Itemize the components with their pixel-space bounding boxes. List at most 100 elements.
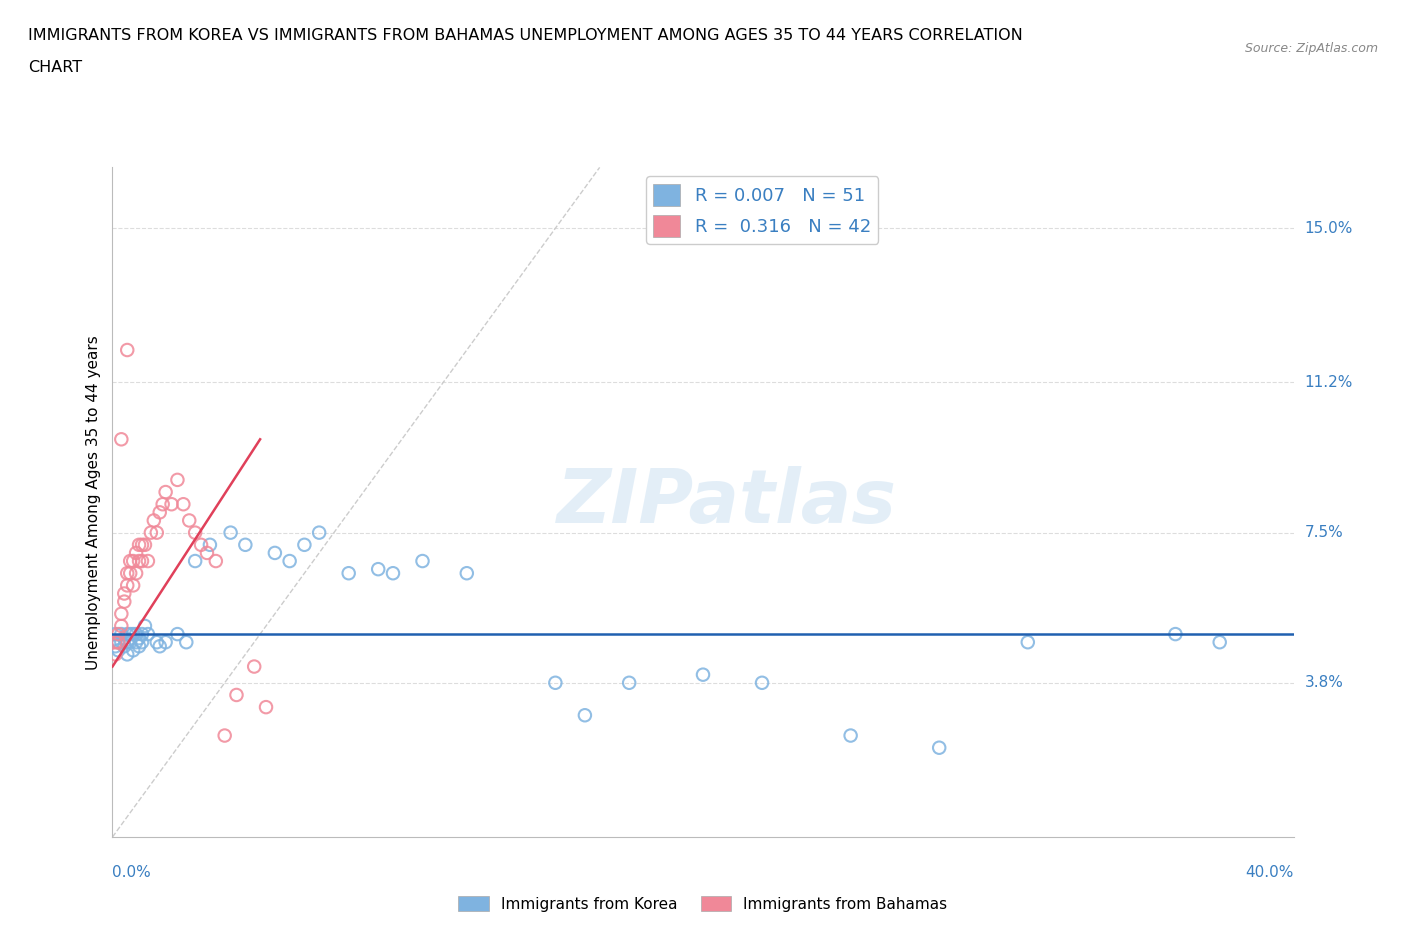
Point: [152, 497, 174, 512]
Point: [367, 562, 389, 577]
Point: [131, 635, 153, 650]
Point: [107, 643, 129, 658]
Point: [337, 565, 360, 580]
Point: [120, 553, 142, 568]
Point: [254, 699, 277, 714]
Point: [544, 675, 567, 690]
Point: [112, 594, 135, 609]
Point: [128, 538, 150, 552]
Point: [195, 546, 218, 561]
Point: [219, 525, 242, 540]
Point: [107, 635, 129, 650]
Point: [136, 627, 159, 642]
Text: IMMIGRANTS FROM KOREA VS IMMIGRANTS FROM BAHAMAS UNEMPLOYMENT AMONG AGES 35 TO 4: IMMIGRANTS FROM KOREA VS IMMIGRANTS FROM…: [28, 28, 1024, 43]
Point: [125, 546, 148, 561]
Point: [166, 472, 188, 487]
Point: [110, 627, 132, 642]
Point: [1208, 635, 1232, 650]
Point: [125, 627, 148, 642]
Point: [107, 635, 129, 650]
Point: [110, 635, 132, 650]
Point: [104, 639, 127, 654]
Point: [136, 553, 159, 568]
Text: 7.5%: 7.5%: [1305, 525, 1343, 540]
Point: [160, 497, 183, 512]
Point: [142, 513, 165, 528]
Point: [190, 538, 212, 552]
Point: [751, 675, 773, 690]
Point: [619, 675, 641, 690]
Point: [112, 586, 135, 601]
Point: [104, 647, 127, 662]
Point: [122, 553, 145, 568]
Point: [120, 627, 142, 642]
Point: [214, 728, 236, 743]
Point: [139, 525, 162, 540]
Point: [574, 708, 596, 723]
Point: [120, 635, 142, 650]
Point: [125, 565, 148, 580]
Point: [112, 639, 135, 654]
Point: [149, 639, 172, 654]
Point: [117, 578, 138, 592]
Text: 3.8%: 3.8%: [1305, 675, 1344, 690]
Point: [122, 627, 145, 642]
Point: [198, 538, 221, 552]
Point: [174, 635, 197, 650]
Point: [146, 525, 169, 540]
Point: [172, 497, 194, 512]
Point: [264, 546, 287, 561]
Point: [110, 606, 132, 621]
Point: [110, 618, 132, 633]
Text: CHART: CHART: [28, 60, 82, 75]
Point: [117, 627, 138, 642]
Point: [308, 525, 330, 540]
Point: [839, 728, 862, 743]
Text: Source: ZipAtlas.com: Source: ZipAtlas.com: [1244, 42, 1378, 55]
Text: 15.0%: 15.0%: [1305, 220, 1353, 236]
Point: [692, 667, 714, 682]
Point: [1017, 635, 1039, 650]
Point: [166, 627, 188, 642]
Point: [107, 627, 129, 642]
Point: [225, 687, 247, 702]
Point: [120, 565, 142, 580]
Point: [184, 525, 207, 540]
Point: [184, 553, 207, 568]
Point: [411, 553, 433, 568]
Point: [112, 631, 135, 645]
Point: [128, 639, 150, 654]
Point: [117, 647, 138, 662]
Point: [134, 538, 156, 552]
Point: [110, 432, 132, 446]
Point: [122, 578, 145, 592]
Point: [456, 565, 478, 580]
Y-axis label: Unemployment Among Ages 35 to 44 years: Unemployment Among Ages 35 to 44 years: [86, 335, 101, 670]
Legend: R = 0.007   N = 51, R =  0.316   N = 42: R = 0.007 N = 51, R = 0.316 N = 42: [645, 177, 879, 244]
Text: 40.0%: 40.0%: [1246, 865, 1294, 880]
Point: [131, 553, 153, 568]
Point: [128, 631, 150, 645]
Point: [179, 513, 201, 528]
Point: [233, 538, 256, 552]
Point: [125, 635, 148, 650]
Point: [134, 618, 156, 633]
Point: [117, 565, 138, 580]
Point: [146, 635, 169, 650]
Text: 0.0%: 0.0%: [112, 865, 152, 880]
Point: [149, 505, 172, 520]
Point: [278, 553, 301, 568]
Point: [292, 538, 315, 552]
Text: ZIPatlas: ZIPatlas: [557, 466, 897, 538]
Point: [128, 553, 150, 568]
Point: [117, 635, 138, 650]
Point: [122, 643, 145, 658]
Legend: Immigrants from Korea, Immigrants from Bahamas: Immigrants from Korea, Immigrants from B…: [453, 889, 953, 918]
Text: 11.2%: 11.2%: [1305, 375, 1353, 390]
Point: [155, 635, 177, 650]
Point: [243, 659, 266, 674]
Point: [131, 538, 153, 552]
Point: [131, 627, 153, 642]
Point: [928, 740, 950, 755]
Point: [104, 635, 127, 650]
